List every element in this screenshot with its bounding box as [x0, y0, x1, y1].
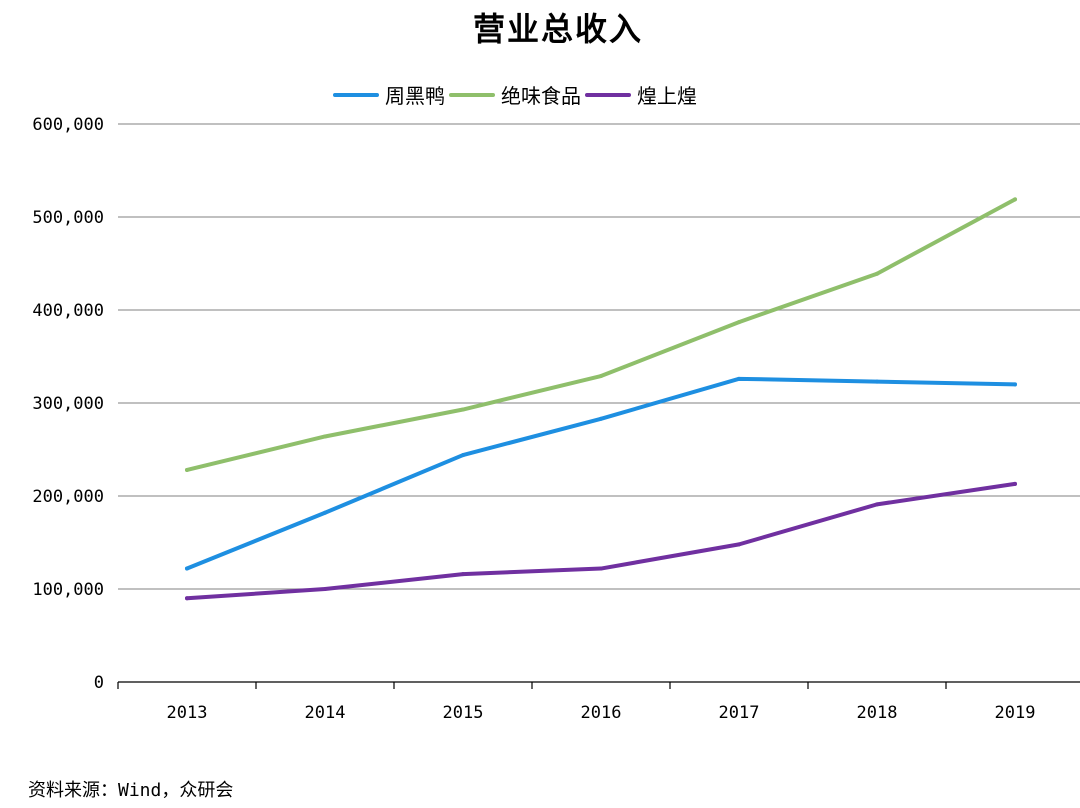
data-point [875, 502, 879, 507]
data-point [323, 587, 327, 591]
legend-swatch-juewei [449, 92, 495, 97]
series-line-2 [185, 481, 1017, 601]
data-point [185, 467, 189, 472]
x-tick-label: 2019 [995, 703, 1036, 723]
x-tick-label: 2017 [719, 703, 760, 723]
data-point [737, 542, 741, 547]
data-point [185, 566, 189, 571]
y-tick-label: 0 [94, 673, 104, 693]
data-point [461, 572, 465, 577]
data-point [875, 379, 879, 384]
data-point [461, 453, 465, 458]
data-point [737, 320, 741, 325]
y-tick-label: 600,000 [32, 115, 104, 135]
data-point [1013, 382, 1017, 387]
legend-item-huangshanghuang: 煌上煌 [585, 80, 697, 109]
chart-title: 营业总收入 [472, 10, 643, 48]
y-tick-label: 200,000 [32, 487, 104, 507]
data-point [323, 510, 327, 515]
legend-label-zhouheiya: 周黑鸭 [385, 84, 445, 108]
legend-swatch-huangshanghuang [585, 92, 631, 97]
data-point [323, 434, 327, 439]
legend-item-juewei: 绝味食品 [449, 80, 581, 109]
series-line-1 [185, 197, 1017, 472]
legend-label-huangshanghuang: 煌上煌 [637, 84, 697, 108]
source-note: 资料来源：Wind，众研会 [28, 780, 234, 801]
x-tick-label: 2013 [167, 703, 208, 723]
y-tick-label: 500,000 [32, 208, 104, 228]
line-chart: 0 100,000 200,000 300,000 400,000 500,000 600,… [32, 115, 1080, 723]
data-point [737, 376, 741, 381]
x-tick-label: 2018 [857, 703, 898, 723]
data-point [1013, 197, 1017, 202]
series-line-0 [185, 376, 1017, 571]
data-point [875, 271, 879, 276]
legend-swatch-zhouheiya [333, 92, 379, 97]
data-point [461, 407, 465, 412]
legend-item-zhouheiya: 周黑鸭 [333, 80, 445, 109]
x-tick-label: 2015 [443, 703, 484, 723]
x-tick-label: 2014 [305, 703, 346, 723]
y-tick-label: 100,000 [32, 580, 104, 600]
data-point [599, 374, 603, 379]
x-tick-label: 2016 [581, 703, 622, 723]
y-tick-label: 400,000 [32, 301, 104, 321]
data-point [1013, 481, 1017, 486]
data-point [185, 596, 189, 601]
legend-label-juewei: 绝味食品 [501, 84, 581, 108]
y-tick-label: 300,000 [32, 394, 104, 414]
data-point [599, 416, 603, 421]
data-point [599, 566, 603, 571]
chart-legend: 周黑鸭 绝味食品 煌上煌 [0, 80, 1030, 109]
